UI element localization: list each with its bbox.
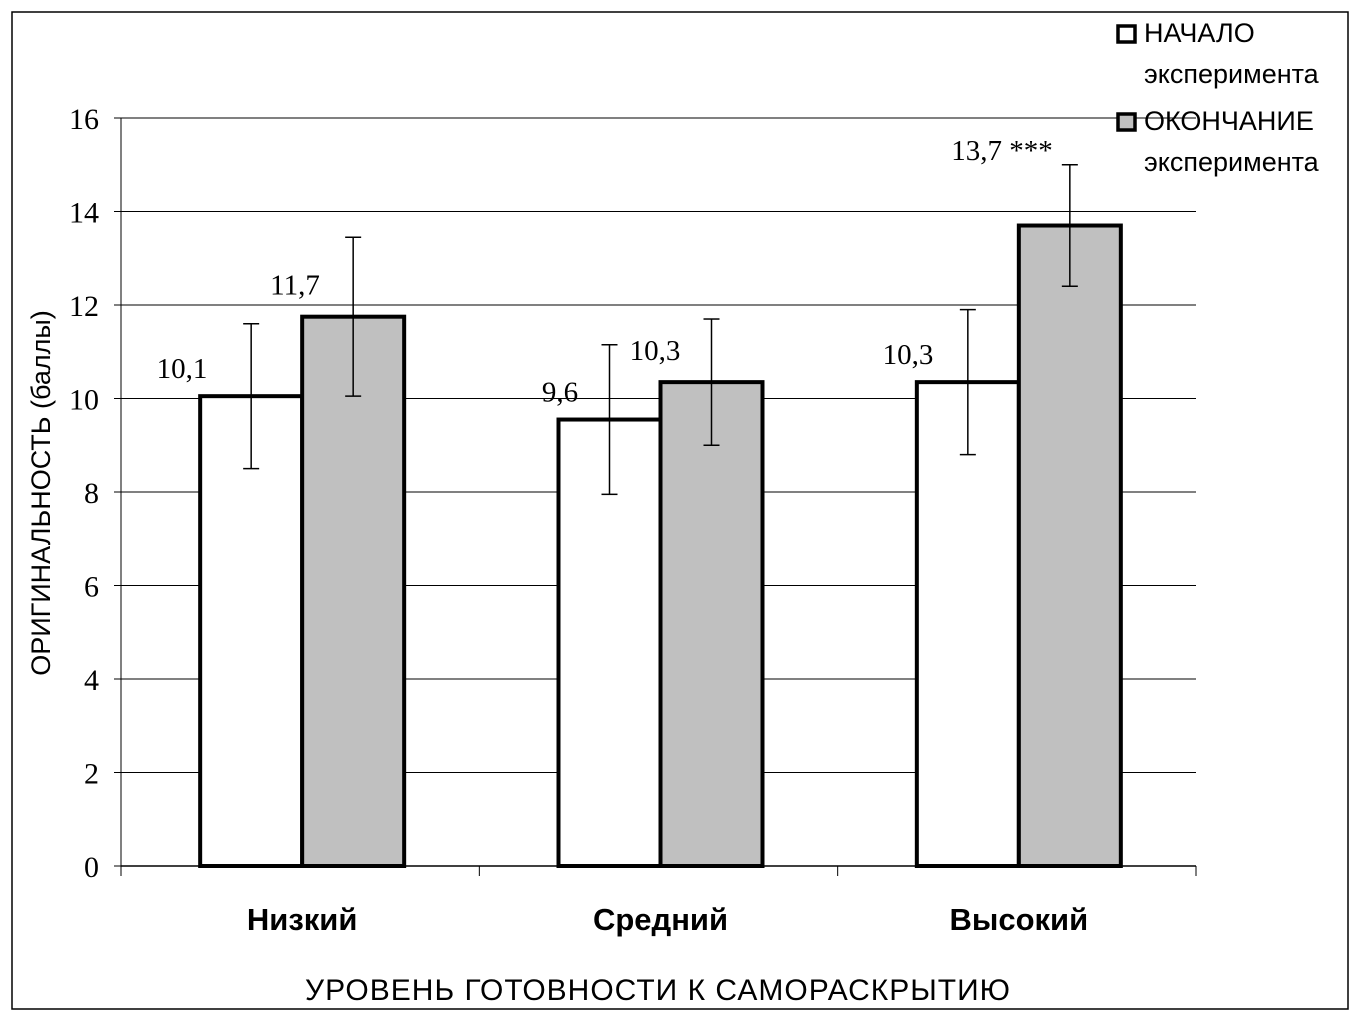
error-bar (703, 318, 720, 446)
error-bar (1061, 164, 1078, 288)
legend-item: НАЧАЛО эксперимента (1116, 18, 1320, 89)
bar (658, 380, 765, 868)
data-labels: 10,1 11,7 9,6 10,3 10,3 13,7 *** (157, 135, 1053, 409)
bar (300, 314, 407, 868)
bar (1016, 223, 1123, 868)
data-label: 9,6 (542, 377, 578, 409)
legend-label: НАЧАЛО (1144, 18, 1255, 48)
bars (198, 164, 1123, 868)
legend-swatch (1116, 112, 1137, 132)
legend: НАЧАЛО эксперимента ОКОНЧАНИЕ эксперимента (1116, 18, 1320, 177)
error-bar (601, 343, 618, 496)
legend-label-line2: эксперимента (1144, 147, 1320, 177)
y-tick-label: 6 (84, 571, 99, 604)
data-label: 10,3 (630, 335, 681, 367)
legend-swatch (1116, 24, 1137, 44)
data-label: 10,3 (883, 339, 934, 371)
error-bar (959, 308, 976, 456)
legend-item: ОКОНЧАНИЕ эксперимента (1116, 106, 1320, 177)
y-tick-label: 14 (69, 197, 99, 230)
x-tick-label: Высокий (949, 902, 1088, 937)
y-tick-label: 0 (84, 851, 99, 884)
x-tick-label: Средний (593, 902, 728, 937)
error-bar (243, 322, 260, 470)
legend-label: ОКОНЧАНИЕ (1144, 106, 1314, 136)
x-tick-label: Низкий (247, 902, 357, 937)
error-bar (345, 236, 362, 397)
legend-label-line2: эксперимента (1144, 59, 1320, 89)
data-label: 13,7 *** (951, 135, 1053, 167)
y-tick-label: 4 (84, 664, 99, 697)
y-tick-label: 10 (69, 384, 99, 417)
y-tick-label: 8 (84, 477, 99, 510)
data-label: 10,1 (157, 353, 208, 385)
y-axis-title: ОРИГИНАЛЬНОСТЬ (баллы) (26, 310, 56, 676)
y-tick-label: 12 (69, 290, 99, 323)
y-tick-label: 16 (69, 103, 99, 136)
data-label: 11,7 (270, 270, 320, 302)
y-tick-label: 2 (84, 758, 99, 791)
x-axis-title: УРОВЕНЬ ГОТОВНОСТИ К САМОРАСКРЫТИЮ (305, 974, 1011, 1007)
axes: 0 2 4 6 8 10 12 14 16 Низкий Средний Высокий (69, 103, 1197, 937)
